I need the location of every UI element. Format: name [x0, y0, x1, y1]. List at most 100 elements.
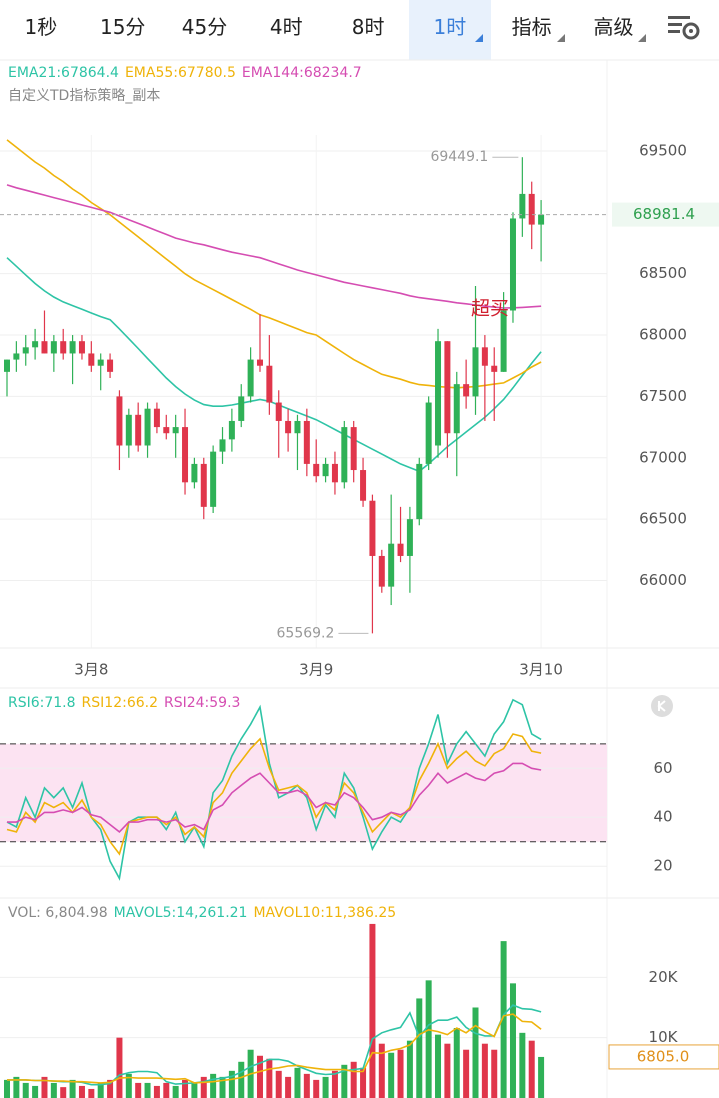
tab[interactable]: 4时: [269, 15, 303, 39]
tab[interactable]: 45分: [181, 15, 228, 39]
ema-line: [6, 184, 542, 309]
volume-bar: [313, 1079, 320, 1098]
y-tick-label: 67000: [639, 448, 687, 466]
tab[interactable]: 8时: [351, 15, 385, 39]
rsi-line: [6, 733, 542, 856]
volume-bar: [519, 1032, 526, 1098]
volume-bar: [350, 1061, 357, 1098]
volume-bar: [303, 1073, 310, 1098]
settings-icon[interactable]: [665, 12, 705, 44]
candle-body: [378, 555, 385, 587]
volume-bar: [378, 1043, 385, 1098]
low-label: 65569.2: [277, 625, 335, 641]
volume-bar: [435, 1034, 442, 1098]
candle-body: [116, 396, 123, 446]
volume-bar: [331, 1070, 338, 1098]
candle-body: [219, 439, 226, 452]
candle-body: [528, 193, 535, 225]
y-tick-label: 60: [653, 759, 672, 777]
candle-body: [369, 500, 376, 556]
tab[interactable]: 1秒: [24, 15, 58, 39]
volume-bar: [97, 1082, 104, 1098]
tab[interactable]: 15分: [99, 15, 146, 39]
candle-body: [172, 427, 179, 434]
candle-body: [60, 341, 67, 354]
volume-bar: [472, 1007, 479, 1098]
candle-body: [519, 193, 526, 219]
candle-body: [4, 359, 10, 372]
y-tick-label: 68000: [639, 326, 687, 344]
candle-body: [500, 310, 507, 372]
candle-body: [153, 408, 160, 428]
candle-body: [144, 408, 151, 446]
candle-body: [107, 359, 114, 372]
volume-bar: [219, 1076, 226, 1098]
volume-bar: [406, 1040, 413, 1098]
candle-body: [78, 341, 85, 354]
current-volume-box: [608, 1044, 719, 1070]
y-tick-label: 20: [653, 857, 672, 875]
legend-entry: EMA21:67864.4: [8, 65, 119, 81]
volume-bar: [32, 1085, 39, 1098]
volume-bar: [369, 923, 376, 1098]
volume-bar: [285, 1076, 292, 1098]
timeframe-tabs: 1秒 15分 45分 4时 8时 1时 指标 高级: [0, 0, 655, 60]
tab[interactable]: 指标: [491, 0, 573, 60]
volume-bar: [200, 1076, 207, 1098]
candle-body: [481, 347, 488, 366]
candle-body: [294, 420, 301, 434]
candle-body: [350, 427, 357, 471]
x-tick-label: 3月9: [299, 661, 333, 679]
candle-body: [238, 396, 245, 421]
volume-bar: [228, 1070, 235, 1098]
volume-bar: [275, 1070, 282, 1098]
tab[interactable]: 1时: [408, 0, 491, 60]
tab[interactable]: 高级: [573, 0, 655, 60]
candle-body: [463, 384, 470, 397]
candle-body: [163, 427, 170, 434]
volume-bar: [397, 1049, 404, 1098]
candle-body: [256, 359, 263, 366]
y-tick-label: 20K: [649, 968, 679, 986]
collapse-arrow: [657, 700, 666, 712]
candle-body: [182, 427, 189, 483]
volume-bar: [266, 1058, 273, 1098]
candle-body: [425, 402, 432, 464]
legend-entry: MAVOL10:11,386.25: [253, 905, 396, 921]
y-tick-label: 10K: [649, 1028, 679, 1046]
candle-body: [360, 470, 367, 501]
candle-body: [191, 463, 198, 483]
candle-body: [50, 341, 57, 354]
candle-body: [303, 420, 310, 464]
dropdown-arrow: [474, 34, 483, 42]
volume-bar: [50, 1082, 57, 1098]
candle-body: [210, 451, 217, 507]
y-tick-label: 40: [653, 808, 672, 826]
candle-body: [247, 359, 254, 397]
mavol-line: [7, 1004, 542, 1086]
volume-bar: [107, 1079, 114, 1098]
volume-bar: [163, 1082, 170, 1098]
candle-body: [435, 341, 442, 446]
volume-bar: [481, 1043, 488, 1098]
ema-line: [6, 139, 542, 389]
legend-entry: RSI12:66.2: [82, 695, 158, 711]
volume-bar: [191, 1082, 198, 1098]
candle-body: [125, 414, 132, 446]
volume-bar: [444, 1043, 451, 1098]
y-tick-label: 69500: [639, 141, 687, 159]
dropdown-arrow: [556, 34, 565, 42]
legend-entry: RSI6:71.8: [8, 695, 76, 711]
volume-bar: [247, 1049, 254, 1098]
ema-line: [6, 257, 542, 473]
current-volume-label: 6805.0: [637, 1047, 690, 1065]
volume-bar: [210, 1073, 217, 1098]
candle-body: [69, 341, 76, 354]
rsi-line: [7, 762, 542, 833]
candle-body: [228, 420, 235, 440]
volume-bar: [294, 1067, 301, 1098]
legend-entry: RSI24:59.3: [164, 695, 240, 711]
candle-body: [22, 347, 29, 354]
volume-bar: [360, 1067, 367, 1098]
